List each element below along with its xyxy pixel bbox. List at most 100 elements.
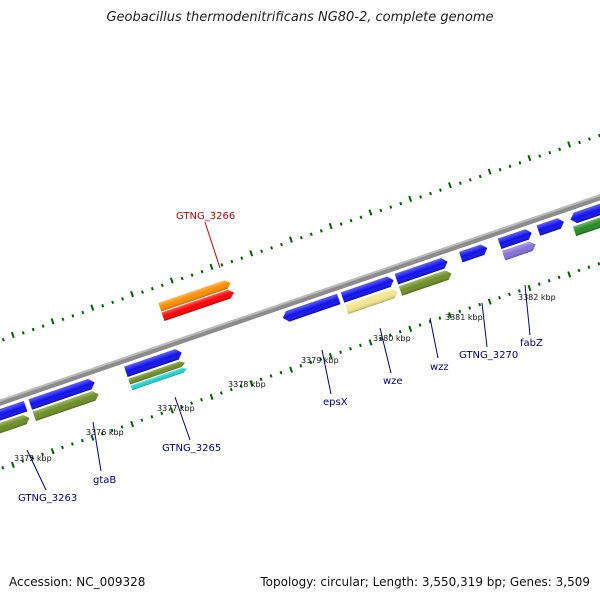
kbp-label: 3381 kbp [445, 313, 483, 322]
inner-tick [209, 393, 214, 401]
outer-tick [468, 178, 472, 182]
outer-tick [319, 229, 323, 233]
gene-gtng-3266-orange [158, 280, 231, 312]
outer-tick-row [1, 133, 600, 342]
accession-text: Accession: NC_009328 [9, 575, 146, 589]
inner-tick [279, 370, 283, 375]
outer-tick [498, 167, 502, 172]
gene-wzz-olive [398, 270, 452, 296]
outer-tick [90, 304, 95, 311]
outer-tick [61, 317, 65, 322]
inner-tick [587, 265, 591, 269]
inner-tick [169, 407, 174, 414]
inner-tick [299, 364, 303, 368]
gene-label-gtng-3266: GTNG_3266 [176, 211, 235, 222]
gene-gtng-3265-olive-shade [128, 361, 186, 385]
gene-olive [0, 414, 30, 438]
outer-tick [1, 337, 5, 342]
kbp-label: 3378 kbp [228, 380, 266, 389]
gene-gtab-blue-shade [28, 378, 95, 410]
gene-wze-khaki-shade [344, 288, 398, 315]
inner-tick [90, 434, 95, 441]
inner-tick [547, 278, 551, 283]
map-title: Geobacillus thermodenitrificans NG80-2, … [106, 10, 494, 25]
outer-tick [10, 331, 15, 339]
inner-tick [1, 466, 5, 470]
inner-tick [339, 350, 343, 354]
outer-tick [447, 182, 452, 189]
gene-blue-shade [0, 400, 28, 425]
gene-label-epsx: epsX [323, 397, 348, 408]
inner-tick [41, 452, 45, 456]
gene-fabz-purple-shade [501, 241, 536, 261]
outer-tick [260, 249, 264, 254]
gene-gtab-olive-shade [32, 391, 99, 422]
outer-tick [389, 205, 393, 209]
inner-tick [349, 347, 352, 351]
gene-wzz-blue-shade [394, 258, 448, 285]
outer-tick [111, 300, 115, 305]
rotated-track-group [0, 133, 600, 470]
gene-gtng-3266-red [161, 289, 235, 322]
gene-gtng-3270-blue-shade [458, 244, 488, 263]
outer-tick [487, 168, 492, 175]
gene-gtng-3265-blue-shade [124, 349, 182, 377]
kbp-label: 3376 kbp [86, 428, 124, 437]
inner-tick [110, 428, 114, 433]
outer-tick [121, 297, 125, 301]
outer-tick [309, 232, 313, 237]
gene-green [572, 202, 600, 237]
outer-tick [150, 286, 154, 291]
label-leader-line [26, 449, 47, 491]
outer-tick [230, 259, 234, 264]
gene-epsx-blue-shade [282, 293, 341, 322]
outer-tick [50, 318, 55, 325]
inner-tick [537, 282, 541, 286]
inner-tick [259, 377, 263, 382]
inner-tick [140, 418, 144, 422]
kbp-label: 3379 kbp [301, 356, 339, 365]
genome-summary-text: Topology: circular; Length: 3,550,319 bp… [260, 575, 590, 589]
gene-label-wze: wze [383, 376, 403, 387]
outer-tick [220, 263, 224, 267]
outer-tick [458, 181, 462, 186]
gene-epsx-blue [282, 293, 341, 322]
inner-tick [557, 275, 561, 280]
gene-label-gtng-3263: GTNG_3263 [18, 493, 77, 504]
inner-tick [517, 289, 521, 293]
gene-blue-shade [570, 195, 600, 224]
inner-tick [418, 323, 422, 327]
outer-tick [190, 273, 194, 277]
gene-fabz-blue-shade [497, 229, 532, 250]
inner-tick [309, 360, 313, 365]
inner-tick [289, 366, 293, 373]
outer-tick [81, 310, 85, 315]
label-leader-line [524, 284, 531, 336]
outer-tick [527, 154, 532, 162]
inner-tick [487, 298, 492, 305]
outer-tick [21, 331, 25, 335]
outer-tick [71, 314, 75, 318]
inner-tick [448, 312, 452, 319]
label-leader-line [174, 396, 191, 441]
inner-tick [180, 404, 184, 409]
inner-tick [21, 459, 25, 463]
inner-tick [319, 357, 323, 361]
inner-tick [368, 339, 373, 346]
outer-tick [359, 215, 363, 220]
outer-tick [141, 290, 144, 294]
gene-blue [536, 218, 564, 236]
outer-tick [439, 188, 442, 192]
gene-wze-blue-shade [340, 276, 394, 303]
gene-gtng-3266-red-shade [161, 289, 235, 322]
gene-blue-shade [536, 218, 564, 236]
outer-tick [240, 256, 244, 260]
gene-features [0, 195, 600, 438]
inner-tick [328, 352, 333, 360]
outer-tick [518, 161, 522, 165]
gene-gtng-3265-cyan-shade [130, 368, 188, 391]
inner-tick [31, 455, 35, 460]
gene-gtng-3265-blue [124, 349, 182, 377]
label-leader-line [429, 317, 439, 359]
